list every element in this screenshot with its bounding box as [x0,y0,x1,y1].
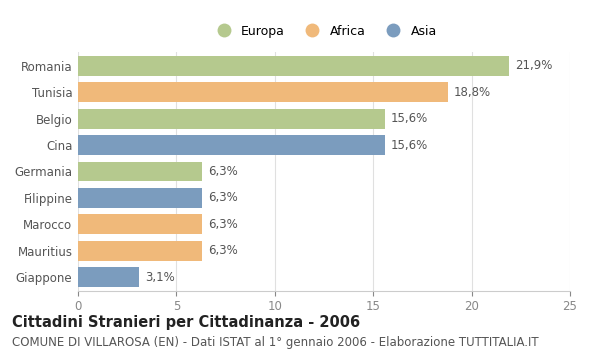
Legend: Europa, Africa, Asia: Europa, Africa, Asia [207,21,441,42]
Text: 6,3%: 6,3% [208,218,238,231]
Text: 6,3%: 6,3% [208,244,238,257]
Bar [78,56,509,76]
Bar [78,135,385,155]
Bar [78,162,202,181]
Text: 6,3%: 6,3% [208,165,238,178]
Text: 21,9%: 21,9% [515,59,552,72]
Bar [78,215,202,234]
Bar [78,188,202,208]
Text: 3,1%: 3,1% [145,271,175,284]
Bar [78,109,385,128]
Text: COMUNE DI VILLAROSA (EN) - Dati ISTAT al 1° gennaio 2006 - Elaborazione TUTTITAL: COMUNE DI VILLAROSA (EN) - Dati ISTAT al… [12,336,539,349]
Text: 18,8%: 18,8% [454,86,491,99]
Bar [78,241,202,261]
Text: 15,6%: 15,6% [391,112,428,125]
Bar [78,267,139,287]
Bar [78,82,448,102]
Text: 15,6%: 15,6% [391,139,428,152]
Text: Cittadini Stranieri per Cittadinanza - 2006: Cittadini Stranieri per Cittadinanza - 2… [12,315,360,330]
Text: 6,3%: 6,3% [208,191,238,204]
